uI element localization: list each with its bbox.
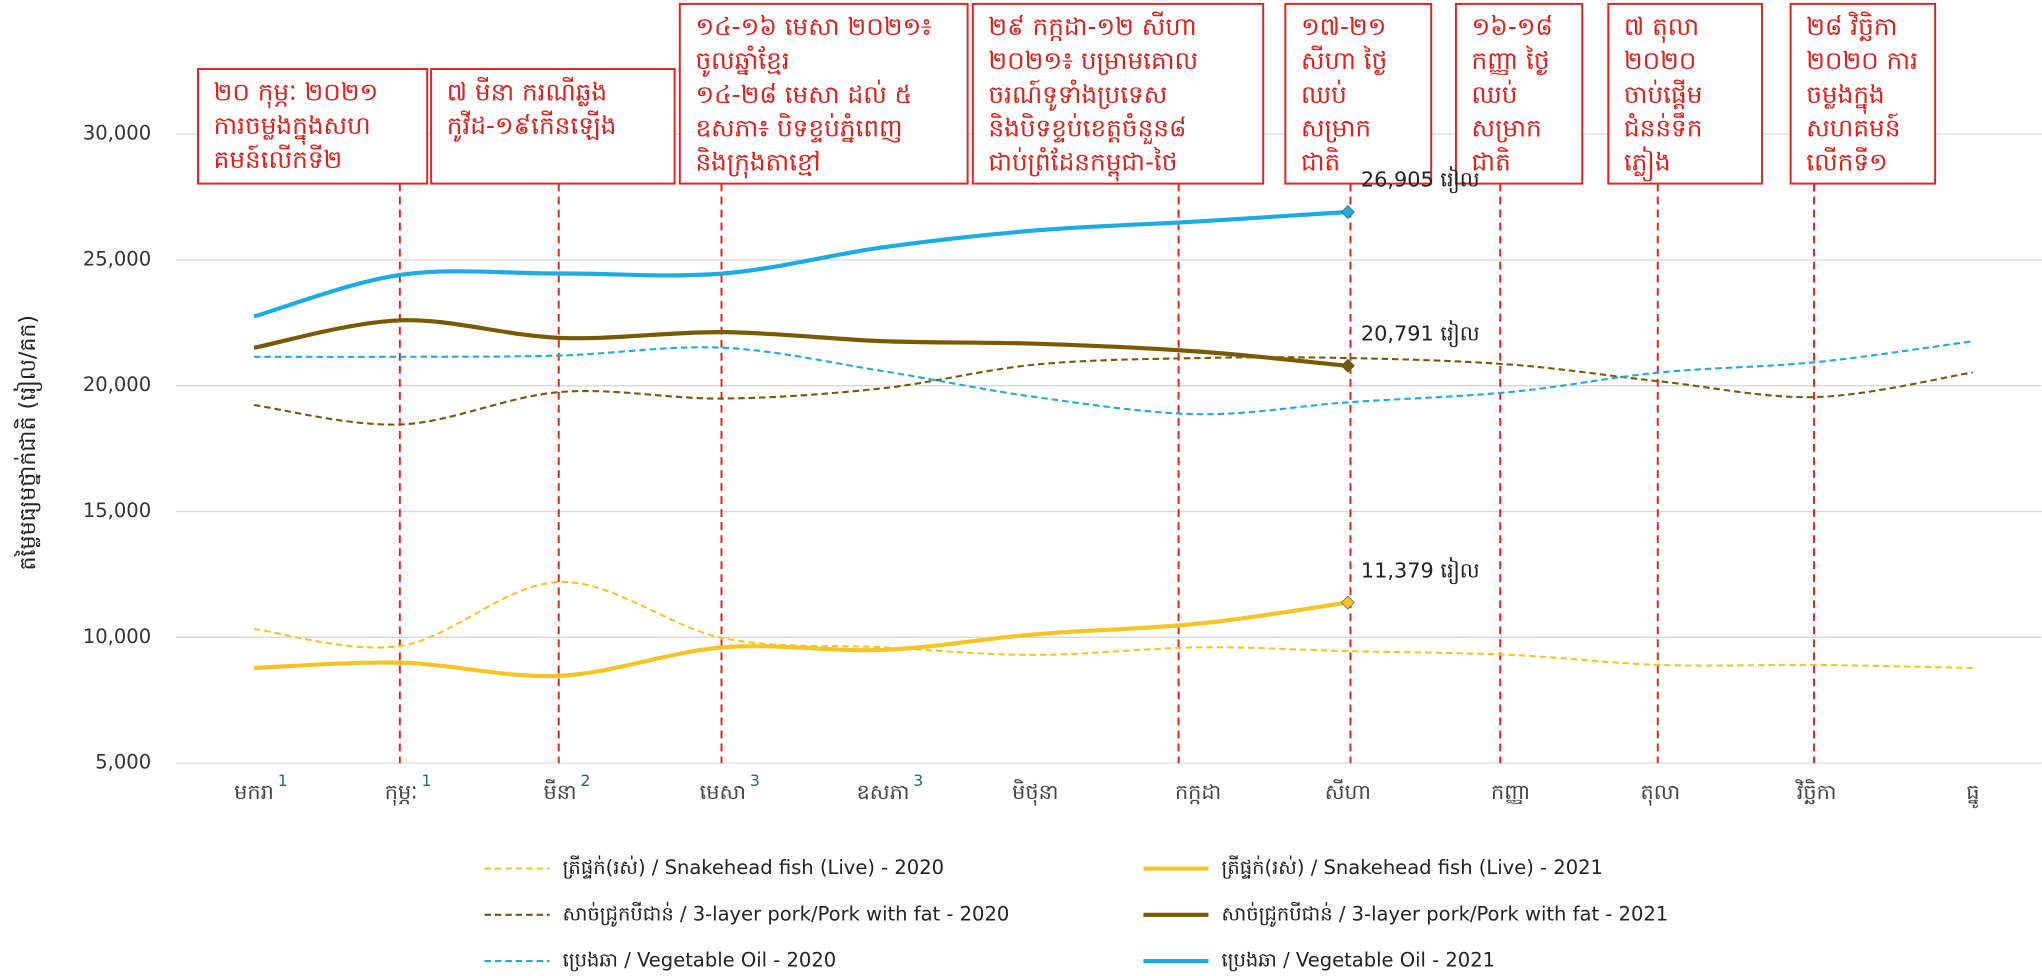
x-tick-label: កក្កដា bbox=[1175, 780, 1221, 805]
legend-label: ត្រីផ្ទក់(រស់) / Snakehead fish (Live) -… bbox=[563, 855, 944, 879]
end-marker bbox=[1340, 595, 1355, 610]
event-box bbox=[430, 68, 676, 185]
end-marker bbox=[1340, 358, 1355, 373]
category-note: 1 bbox=[278, 772, 288, 790]
y-tick-label: 5,000 bbox=[95, 751, 151, 774]
event-text: ១៦-១៨ bbox=[1472, 12, 1553, 41]
event-text: ជំនន់ទឹក bbox=[1624, 112, 1703, 143]
x-tick-label: ធ្នូ bbox=[1966, 780, 1979, 809]
x-tick-label: តុលា bbox=[1641, 780, 1681, 806]
x-tick-label: មករា bbox=[234, 780, 274, 804]
legend-label: ប្រេងឆា / Vegetable Oil - 2020 bbox=[563, 949, 837, 972]
event-text: ១៧-២១ bbox=[1301, 12, 1386, 41]
end-marker bbox=[1340, 205, 1355, 219]
x-tick-label: វិច្ឆិកា bbox=[1795, 779, 1836, 805]
series-line bbox=[253, 318, 1349, 368]
event-text: ១៤-២៨ មេសា ដល់ ៥ bbox=[695, 79, 912, 109]
category-note: 2 bbox=[580, 772, 590, 790]
x-tick-label: កញ្ញា bbox=[1491, 780, 1530, 805]
y-tick-label: 25,000 bbox=[83, 247, 151, 270]
legend-label: សាច់ជ្រូកបីជាន់ / 3-layer pork/Pork with… bbox=[1222, 901, 1669, 927]
legend-label: សាច់ជ្រូកបីជាន់ / 3-layer pork/Pork with… bbox=[563, 901, 1010, 927]
event-text: ជាតិ bbox=[1472, 147, 1511, 177]
event-text: ២០២០ ការ bbox=[1806, 46, 1918, 75]
value-label: 20,791 រៀល bbox=[1361, 320, 1480, 348]
category-note: 1 bbox=[421, 772, 431, 790]
x-tick-label: មេសា bbox=[700, 780, 746, 804]
y-tick-label: 30,000 bbox=[83, 122, 151, 145]
x-tick-label: មិថុនា bbox=[1012, 779, 1058, 806]
event-text: ឈប់ bbox=[1301, 79, 1347, 109]
series-line bbox=[253, 356, 1974, 426]
event-text: សហគមន៍ bbox=[1806, 113, 1900, 143]
event-text: ចម្លងក្នុង bbox=[1806, 80, 1885, 114]
event-box bbox=[678, 2, 969, 185]
event-text: ឧសភា៖ បិទខ្ទប់ភ្នំពេញ bbox=[695, 113, 902, 144]
event-text: និងក្រុងតាខ្មៅ bbox=[695, 147, 820, 179]
event-box bbox=[1454, 2, 1584, 185]
event-text: ចាប់ផ្តើម bbox=[1624, 79, 1703, 110]
value-label: 26,905 រៀល bbox=[1361, 166, 1480, 194]
event-text: ៧ មីនា ករណីឆ្លង bbox=[447, 76, 607, 106]
event-text: ចូលឆ្នាំខ្មែរ bbox=[695, 45, 789, 77]
event-text: ជាតិ bbox=[1301, 147, 1340, 177]
series-line bbox=[253, 209, 1348, 319]
y-tick-label: 10,000 bbox=[83, 625, 151, 648]
category-note: 3 bbox=[913, 772, 923, 790]
y-tick-label: 20,000 bbox=[83, 373, 151, 396]
event-text: ៧ តុលា bbox=[1624, 12, 1699, 43]
event-text: ការចម្លងក្នុងសហ bbox=[214, 111, 371, 145]
event-box bbox=[1789, 2, 1937, 185]
series-line bbox=[253, 600, 1349, 679]
event-text: សីហា ថ្ងៃ bbox=[1301, 45, 1387, 76]
event-text: លើកទី១ bbox=[1806, 147, 1888, 177]
y-axis-label: តម្លៃមធ្យមថ្នាក់ជាតិ (រៀល/គក) bbox=[13, 315, 43, 571]
event-text: ២០២០ bbox=[1624, 46, 1696, 75]
x-tick-label: កុម្ភៈ bbox=[385, 780, 418, 806]
event-text: សម្រាក bbox=[1472, 114, 1542, 144]
event-text: ២០ កុម្ភៈ ២០២១ bbox=[214, 77, 379, 108]
event-box bbox=[197, 68, 429, 185]
event-text: ឈប់ bbox=[1472, 79, 1518, 109]
event-text: ២០២១៖ បម្រាមគោល bbox=[988, 46, 1198, 76]
event-text: កញ្ញា ថ្ងៃ bbox=[1472, 45, 1550, 76]
event-text: ២៨ វិច្ឆិកា bbox=[1806, 11, 1897, 42]
event-text: សម្រាក bbox=[1301, 114, 1371, 144]
event-text: ភ្លៀង bbox=[1624, 146, 1671, 182]
series-line bbox=[253, 580, 1973, 670]
event-text: គមន៍លើកទី២ bbox=[214, 144, 343, 174]
category-note: 3 bbox=[750, 772, 760, 790]
event-text: ជាប់ព្រំដែនកម្ពុជា-ថៃ bbox=[988, 147, 1177, 182]
event-text: ចរណ៍ទូទាំងប្រទេស bbox=[988, 79, 1167, 111]
value-label: 11,379 រៀល bbox=[1361, 556, 1480, 584]
event-text: និងបិទខ្ទប់ខេត្តចំនួន៨ bbox=[988, 113, 1186, 145]
event-box bbox=[971, 2, 1265, 185]
event-text: ១៤-១៦ មេសា ២០២១៖ bbox=[695, 12, 932, 41]
event-text: ២៩ កក្កដា-១២ សីហា bbox=[988, 11, 1196, 42]
series-line bbox=[254, 340, 1974, 416]
x-tick-label: មីនា bbox=[543, 779, 576, 804]
legend-label: ត្រីផ្ទក់(រស់) / Snakehead fish (Live) -… bbox=[1222, 855, 1603, 879]
event-text: កូវីដ-១៩កើនឡើង bbox=[447, 110, 617, 142]
x-tick-label: សីហា bbox=[1325, 779, 1371, 804]
event-box bbox=[1607, 2, 1763, 185]
event-box bbox=[1284, 2, 1433, 185]
legend-label: ប្រេងឆា / Vegetable Oil - 2021 bbox=[1222, 949, 1496, 972]
y-tick-label: 15,000 bbox=[83, 499, 151, 522]
x-tick-label: ឧសភា bbox=[857, 780, 910, 804]
